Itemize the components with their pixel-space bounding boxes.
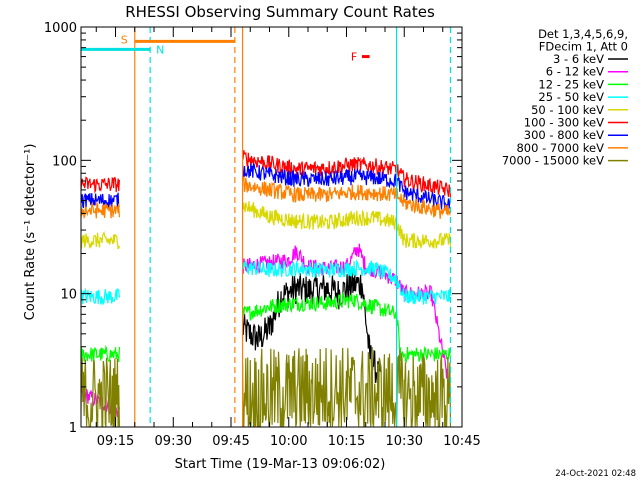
plot-area: S N F xyxy=(80,27,452,427)
chart-title: RHESSI Observing Summary Count Rates xyxy=(125,3,435,21)
legend-entry: 3 - 6 keV xyxy=(553,52,604,66)
annotation-label-s: S xyxy=(121,33,128,46)
axes: 1 10 100 1000 09:15 09:30 09:45 10:00 10:15 10:30… xyxy=(44,21,481,449)
legend-header: Det 1,3,4,5,6,9, xyxy=(538,27,628,41)
legend-header: FDecim 1, Att 0 xyxy=(539,40,628,54)
legend-entry: 300 - 800 keV xyxy=(524,128,604,142)
y-tick-label: 10 xyxy=(60,288,77,303)
series-line-12-25-kev xyxy=(81,291,452,364)
annotation-label-f: F xyxy=(351,51,357,64)
x-tick-label: 10:15 xyxy=(328,434,365,449)
x-tick-label: 10:00 xyxy=(270,434,307,449)
series-line-800-7000-kev xyxy=(81,176,452,220)
legend: Det 1,3,4,5,6,9,FDecim 1, Att 03 - 6 keV… xyxy=(502,27,628,168)
y-tick-label: 100 xyxy=(52,154,77,169)
x-tick-label: 09:15 xyxy=(97,434,134,449)
series-group xyxy=(81,150,452,427)
annotation-label-n: N xyxy=(156,43,164,56)
y-axis-title: Count Rate (s⁻¹ detector⁻¹) xyxy=(23,144,38,321)
series-line-25-50-kev xyxy=(81,259,452,306)
series-line-7000-15000-kev xyxy=(81,347,452,427)
x-tick-label: 10:45 xyxy=(443,434,480,449)
legend-entry: 6 - 12 keV xyxy=(546,65,604,79)
x-tick-label: 09:30 xyxy=(155,434,192,449)
legend-entry: 100 - 300 keV xyxy=(524,116,604,130)
series-line-300-800-kev xyxy=(81,163,452,211)
legend-entry: 50 - 100 keV xyxy=(531,103,604,117)
plot-frame xyxy=(80,26,463,428)
legend-entry: 7000 - 15000 keV xyxy=(502,154,604,168)
series-line-3-6-kev xyxy=(242,269,382,383)
y-tick-label: 1000 xyxy=(44,21,77,36)
legend-entry: 12 - 25 keV xyxy=(538,77,604,91)
legend-entry: 25 - 50 keV xyxy=(538,90,604,104)
series-line-100-300-kev xyxy=(81,150,452,199)
y-tick-label: 1 xyxy=(69,421,77,436)
series-line-50-100-kev xyxy=(81,201,452,250)
legend-entry: 800 - 7000 keV xyxy=(516,141,604,155)
x-tick-label: 10:30 xyxy=(386,434,423,449)
x-tick-label: 09:45 xyxy=(212,434,249,449)
x-axis-title: Start Time (19-Mar-13 09:06:02) xyxy=(175,457,386,472)
footer-timestamp: 24-Oct-2021 02:48 xyxy=(555,469,636,479)
